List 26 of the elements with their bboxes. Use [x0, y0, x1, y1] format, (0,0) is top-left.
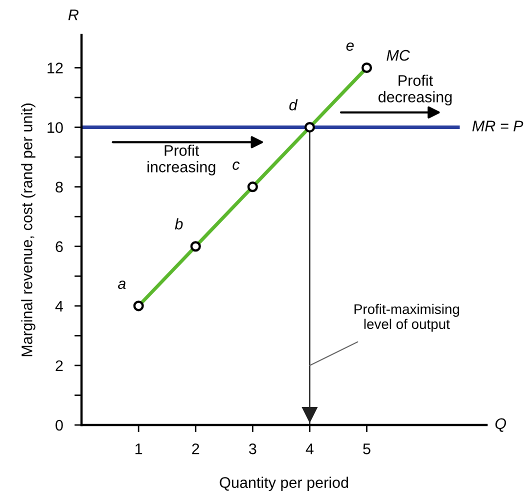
- annotation: Profit increasing: [148, 144, 216, 176]
- x-tick-label: 1: [135, 444, 142, 454]
- annotation: a: [118, 280, 126, 290]
- y-tick-label: 4: [55, 300, 64, 312]
- y-tick-label: 6: [56, 241, 63, 252]
- annotation: e: [346, 42, 354, 51]
- annotation: Profit decreasing: [378, 74, 452, 106]
- y-tick-label: 12: [48, 62, 63, 74]
- y-tick-label: 2: [56, 360, 63, 371]
- series-label: MR = P: [472, 120, 524, 132]
- y-tick-label: 8: [56, 182, 63, 193]
- text: Q: [495, 418, 506, 432]
- annotation: d: [289, 99, 298, 110]
- x-tick-label: 5: [363, 444, 370, 454]
- y-tick-label: 10: [48, 122, 63, 133]
- annotation: c: [232, 162, 240, 170]
- y-tick-label: 0: [56, 420, 63, 431]
- text: R: [68, 10, 78, 20]
- ref-line-label: Profit-maximising level of output: [354, 304, 460, 332]
- annotation: b: [174, 218, 183, 230]
- x-tick-label: 2: [192, 443, 200, 454]
- x-axis-title: Quantity per period: [220, 476, 348, 491]
- y-axis-title: Marginal revenue, cost (rand per unit): [21, 104, 36, 356]
- series-label: MC: [386, 50, 410, 61]
- x-tick-label: 4: [306, 444, 314, 454]
- x-tick-label: 3: [249, 443, 256, 454]
